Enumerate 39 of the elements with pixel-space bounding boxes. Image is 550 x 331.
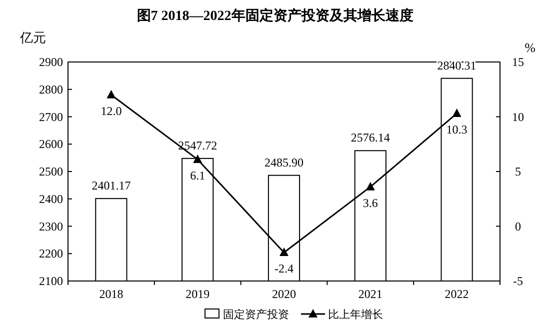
point: [366, 182, 375, 190]
data-label: 6.1: [190, 168, 206, 182]
y-tick-label: 2200: [39, 246, 63, 261]
y2-tick-label: 5: [515, 164, 521, 178]
data-label: 2576.14: [350, 130, 390, 145]
y2-tick-label: 15: [512, 55, 524, 69]
x-tick-label: 2022: [444, 287, 469, 301]
y-tick-label: 2300: [39, 219, 63, 234]
x-tick-label: 2021: [358, 287, 382, 301]
y-tick-label: 2800: [39, 82, 63, 96]
y-tick-label: 2500: [39, 164, 63, 178]
y-tick-label: 2100: [39, 274, 63, 288]
data-label: 10.3: [446, 122, 468, 136]
data-label: 2840.31: [437, 58, 476, 72]
y-tick-label: 2700: [39, 110, 63, 124]
y-tick-label: 2400: [39, 192, 63, 206]
x-tick-label: 2020: [272, 287, 296, 301]
data-label: 12.0: [100, 104, 122, 118]
point: [106, 90, 116, 98]
y2-tick-label: 0: [515, 219, 521, 234]
legend-label: 比上年增长: [328, 308, 383, 321]
y2-tick-label: 10: [512, 110, 524, 124]
point: [193, 154, 202, 163]
y-axis-title: 亿元: [19, 30, 46, 45]
data-label: -2.4: [274, 262, 294, 276]
legend-label: 固定资产投资: [223, 308, 289, 321]
point: [280, 248, 288, 256]
x-tick-label: 2018: [99, 287, 124, 301]
y-tick-label: 2600: [39, 137, 63, 152]
data-label: 2485.90: [264, 155, 304, 170]
y-tick-label: 2900: [39, 55, 63, 69]
y2-axis-title: %: [524, 40, 536, 55]
point: [452, 108, 462, 117]
x-tick-label: 2019: [186, 287, 210, 301]
title: 图7 2018—2022年固定资产投资及其增长速度: [136, 9, 414, 24]
data-label: 2401.17: [92, 178, 131, 193]
y2-tick-label: -5: [513, 274, 523, 288]
data-label: 3.6: [362, 196, 378, 210]
data-label: 2547.72: [178, 138, 218, 152]
